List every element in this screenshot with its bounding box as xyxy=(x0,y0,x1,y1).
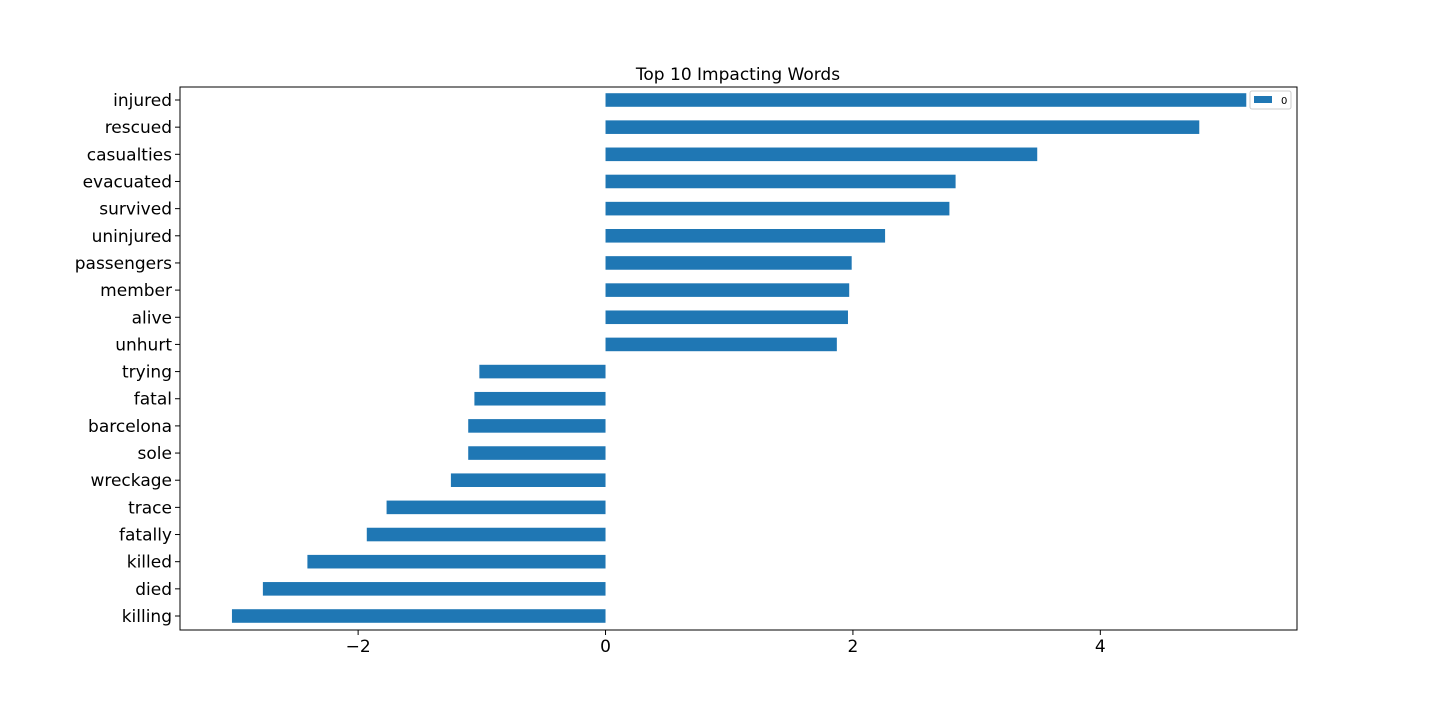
y-tick-label: member xyxy=(100,281,172,301)
chart-title: Top 10 Impacting Words xyxy=(635,65,840,85)
y-tick-label: unhurt xyxy=(115,335,172,355)
y-tick-label: casualties xyxy=(87,145,172,165)
bar-killed xyxy=(307,554,606,569)
x-tick-label: 0 xyxy=(600,637,611,657)
legend-label: 0 xyxy=(1281,96,1287,107)
x-tick-label: 2 xyxy=(848,637,859,657)
bar-uninjured xyxy=(605,229,886,243)
y-tick-label: passengers xyxy=(75,254,172,274)
y-tick-label: killed xyxy=(127,553,172,573)
bar-killing xyxy=(231,609,606,623)
y-tick-label: sole xyxy=(138,444,172,464)
bar-survived xyxy=(605,201,950,216)
y-tick-label: trace xyxy=(128,498,172,518)
bar-alive xyxy=(605,310,848,325)
bar-barcelona xyxy=(468,419,606,433)
bar-passengers xyxy=(605,256,852,270)
y-tick-label: killing xyxy=(122,607,172,627)
bar-wreckage xyxy=(450,473,606,487)
y-tick-label: evacuated xyxy=(83,172,172,192)
y-tick-label: alive xyxy=(132,308,172,328)
y-tick-label: uninjured xyxy=(92,227,172,247)
y-tick-label: rescued xyxy=(105,118,172,138)
y-tick-label: died xyxy=(135,580,172,600)
plot-frame xyxy=(179,86,1298,631)
bar-trying xyxy=(479,364,606,379)
bar-sole xyxy=(468,446,606,460)
bar-casualties xyxy=(605,147,1038,162)
y-tick-label: wreckage xyxy=(90,471,172,491)
bar-member xyxy=(605,283,850,297)
y-tick-label: injured xyxy=(113,91,172,111)
bar-fatal xyxy=(474,391,606,406)
bar-died xyxy=(262,582,606,596)
legend-swatch xyxy=(1254,96,1272,103)
bars-layer xyxy=(231,93,1247,623)
y-tick-label: fatal xyxy=(134,390,172,410)
y-tick-label: barcelona xyxy=(88,417,172,437)
x-tick-label: 4 xyxy=(1095,637,1106,657)
axes-layer: injured rescued casualties evacuated survive… xyxy=(75,86,1298,657)
bar-unhurt xyxy=(605,337,837,352)
y-tick-label: survived xyxy=(99,200,172,220)
bar-evacuated xyxy=(605,174,956,189)
bar-injured xyxy=(605,93,1247,107)
y-tick-label: trying xyxy=(122,363,172,383)
y-tick-label: fatally xyxy=(119,526,172,546)
bar-rescued xyxy=(605,120,1200,134)
bar-fatally xyxy=(366,527,606,542)
legend: 0 xyxy=(1249,90,1292,110)
bar-trace xyxy=(386,500,606,515)
x-tick-label: −2 xyxy=(346,637,371,657)
